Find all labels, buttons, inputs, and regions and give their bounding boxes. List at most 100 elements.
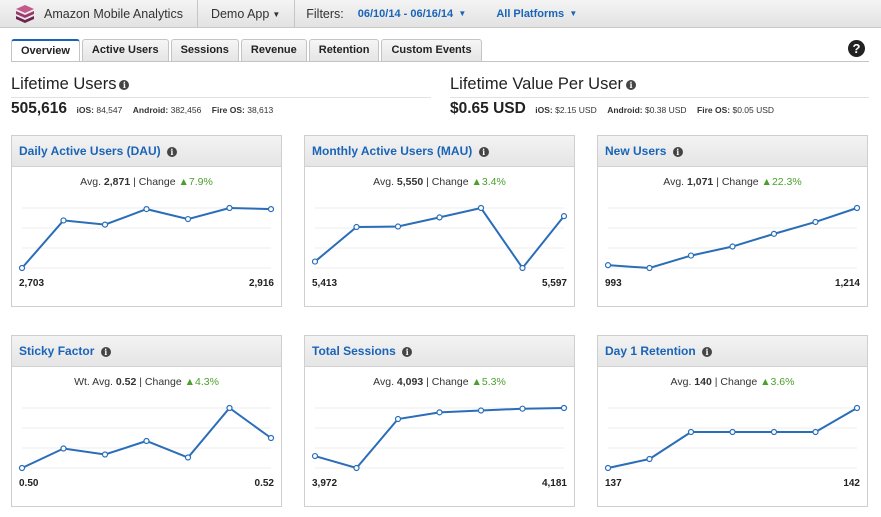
android-users-value: 382,456 — [170, 105, 202, 115]
info-icon[interactable]: i — [478, 147, 489, 157]
data-point — [560, 213, 568, 220]
card-title[interactable]: Monthly Active Users (MAU) i — [305, 136, 574, 167]
tab-custom-events[interactable]: Custom Events — [381, 39, 482, 62]
app-select-dropdown[interactable]: Demo App ▼ — [198, 0, 296, 28]
card-sticky-factor: Sticky Factor i Wt. Avg. 0.52 | Change ▲… — [11, 335, 282, 507]
card-title-text: Day 1 Retention — [605, 344, 696, 358]
data-point — [646, 264, 653, 272]
help-icon[interactable]: ? — [848, 40, 865, 57]
app-title: Amazon Mobile Analytics — [44, 0, 198, 28]
data-point — [560, 404, 568, 412]
data-point — [604, 464, 612, 472]
filters-label: Filters: — [306, 6, 344, 21]
max-value: 1,214 — [834, 278, 860, 289]
info-icon[interactable]: i — [672, 147, 683, 157]
change-percent: 3.6% — [770, 376, 795, 388]
line-chart — [604, 204, 861, 272]
arrow-up-icon: ▲ — [471, 176, 482, 188]
fireos-users-value: 38,613 — [247, 105, 274, 115]
data-point — [18, 464, 26, 472]
max-value: 0.52 — [254, 478, 274, 489]
tab-retention[interactable]: Retention — [308, 39, 380, 62]
data-point — [729, 243, 736, 250]
avg-line: Wt. Avg. 0.52 | Change ▲4.3% — [74, 376, 219, 388]
data-point — [226, 404, 233, 412]
date-range-filter[interactable]: 06/10/14 - 06/16/14 ▼ — [358, 8, 467, 20]
data-point — [436, 214, 443, 221]
change-label: Change — [138, 176, 176, 188]
arrow-up-icon: ▲ — [178, 176, 189, 188]
lifetime-users-total: 505,616 — [11, 100, 68, 117]
chevron-down-icon: ▼ — [456, 8, 467, 18]
change-value: ▲7.9% — [178, 176, 212, 188]
avg-line: Avg. 2,871 | Change ▲7.9% — [80, 176, 213, 188]
data-point — [770, 428, 778, 436]
data-point — [226, 204, 233, 212]
platform-label: All Platforms — [496, 7, 565, 20]
change-value: ▲3.4% — [471, 176, 505, 188]
card-mau: Monthly Active Users (MAU) i Avg. 5,550 … — [304, 135, 575, 307]
android-value-amount: $0.38 USD — [644, 105, 687, 115]
series-line — [607, 207, 858, 270]
info-icon[interactable]: i — [119, 80, 130, 90]
max-value: 4,181 — [541, 478, 567, 489]
tab-revenue[interactable]: Revenue — [240, 39, 307, 62]
data-point — [267, 206, 275, 213]
fireos-users-label: Fire OS: — [211, 105, 245, 115]
tab-divider — [11, 61, 869, 62]
data-point — [353, 464, 360, 472]
change-label: Change — [431, 376, 469, 388]
app-select-label: Demo App — [210, 6, 270, 21]
line-chart — [311, 204, 568, 272]
tab-active-users[interactable]: Active Users — [81, 39, 169, 62]
info-icon[interactable]: i — [166, 147, 177, 157]
tab-sessions[interactable]: Sessions — [170, 39, 239, 62]
card-title[interactable]: Day 1 Retention i — [598, 336, 867, 367]
arrow-up-icon: ▲ — [471, 376, 482, 388]
card-title[interactable]: Total Sessions i — [305, 336, 574, 367]
data-point — [812, 428, 819, 436]
data-point — [184, 454, 192, 461]
card-title[interactable]: Sticky Factor i — [12, 336, 281, 367]
series-line — [607, 407, 858, 469]
min-value: 2,703 — [19, 278, 45, 289]
lifetime-value-header: Lifetime Value Per User i — [450, 75, 869, 98]
card-total-sessions: Total Sessions i Avg. 4,093 | Change ▲5.… — [304, 335, 575, 507]
card-title[interactable]: Daily Active Users (DAU) i — [12, 136, 281, 167]
android-users-label: Android: — [132, 105, 169, 115]
ios-value: iOS: $2.15 USD — [535, 105, 596, 115]
data-point — [853, 204, 861, 212]
min-value: 5,413 — [312, 278, 338, 289]
card-title[interactable]: New Users i — [598, 136, 867, 167]
change-percent: 22.3% — [771, 176, 802, 188]
platform-filter[interactable]: All Platforms ▼ — [496, 8, 577, 20]
ios-users: iOS: 84,547 — [76, 105, 122, 115]
line-chart — [18, 404, 275, 472]
avg-label: Avg. — [80, 176, 101, 188]
data-point — [18, 264, 26, 272]
date-range-label: 06/10/14 - 06/16/14 — [357, 7, 454, 20]
info-icon[interactable]: i — [100, 347, 111, 357]
line-chart — [604, 404, 861, 472]
card-title-text: New Users — [605, 144, 667, 158]
min-value: 137 — [605, 478, 622, 489]
info-icon[interactable]: i — [626, 80, 637, 90]
data-point — [853, 404, 861, 412]
avg-label: Avg. — [373, 176, 394, 188]
tab-overview[interactable]: Overview — [11, 39, 80, 62]
change-label: Change — [720, 376, 758, 388]
top-bar: Amazon Mobile Analytics Demo App ▼ Filter… — [0, 0, 881, 28]
data-point — [143, 206, 150, 213]
data-point — [101, 451, 109, 458]
change-value: ▲3.6% — [760, 376, 794, 388]
avg-label: Avg. — [663, 176, 685, 188]
avg-value: 1,071 — [687, 176, 714, 188]
data-point — [184, 215, 192, 223]
info-icon[interactable]: i — [402, 347, 413, 357]
data-point — [604, 262, 612, 269]
avg-value: 2,871 — [103, 176, 131, 188]
info-icon[interactable]: i — [702, 347, 713, 357]
avg-label: Avg. — [670, 376, 692, 388]
lifetime-value-title: Lifetime Value Per User — [450, 75, 624, 93]
avg-label: Wt. Avg. — [74, 376, 113, 388]
